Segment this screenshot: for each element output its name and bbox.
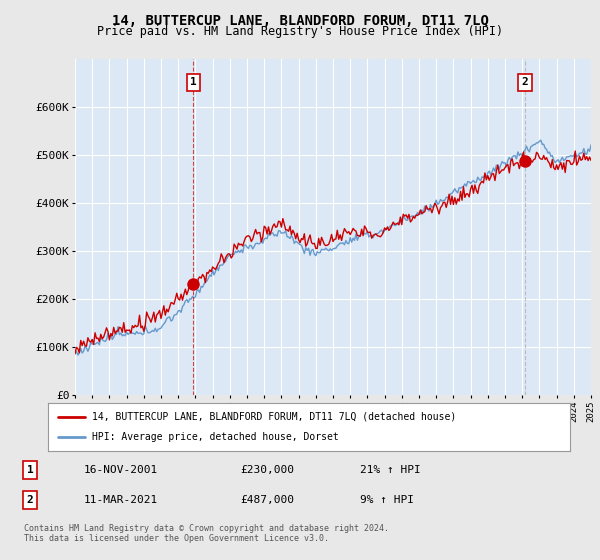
Text: Price paid vs. HM Land Registry's House Price Index (HPI): Price paid vs. HM Land Registry's House … bbox=[97, 25, 503, 38]
Text: 14, BUTTERCUP LANE, BLANDFORD FORUM, DT11 7LQ (detached house): 14, BUTTERCUP LANE, BLANDFORD FORUM, DT1… bbox=[92, 412, 457, 422]
Text: Contains HM Land Registry data © Crown copyright and database right 2024.
This d: Contains HM Land Registry data © Crown c… bbox=[24, 524, 389, 543]
Text: 2: 2 bbox=[521, 77, 529, 87]
Text: 1: 1 bbox=[190, 77, 197, 87]
Text: 1: 1 bbox=[26, 465, 34, 475]
Text: 9% ↑ HPI: 9% ↑ HPI bbox=[360, 495, 414, 505]
Text: HPI: Average price, detached house, Dorset: HPI: Average price, detached house, Dors… bbox=[92, 432, 339, 442]
Text: 14, BUTTERCUP LANE, BLANDFORD FORUM, DT11 7LQ: 14, BUTTERCUP LANE, BLANDFORD FORUM, DT1… bbox=[112, 14, 488, 28]
Text: £230,000: £230,000 bbox=[240, 465, 294, 475]
Text: 11-MAR-2021: 11-MAR-2021 bbox=[84, 495, 158, 505]
Text: 2: 2 bbox=[26, 495, 34, 505]
Text: 21% ↑ HPI: 21% ↑ HPI bbox=[360, 465, 421, 475]
Text: 16-NOV-2001: 16-NOV-2001 bbox=[84, 465, 158, 475]
Text: £487,000: £487,000 bbox=[240, 495, 294, 505]
